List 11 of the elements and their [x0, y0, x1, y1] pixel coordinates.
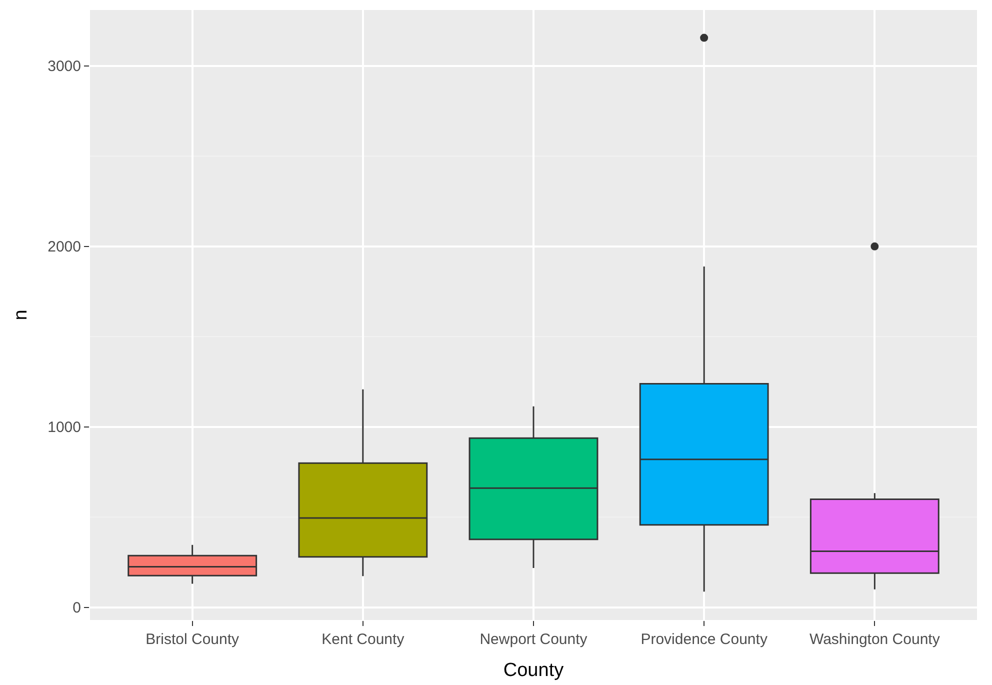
y-tick-label: 0	[72, 600, 81, 617]
x-tick-label: Newport County	[480, 631, 588, 648]
x-axis-title: County	[503, 660, 564, 681]
x-tick-label: Providence County	[640, 631, 768, 648]
y-tick-label: 1000	[48, 419, 81, 436]
y-tick-label: 2000	[48, 238, 81, 256]
x-tick-label: Bristol County	[146, 631, 240, 648]
x-tick-label: Kent County	[322, 631, 405, 648]
y-tick-label: 3000	[48, 58, 81, 76]
x-tick-label: Washington County	[809, 631, 940, 648]
y-axis-title: n	[10, 310, 32, 320]
